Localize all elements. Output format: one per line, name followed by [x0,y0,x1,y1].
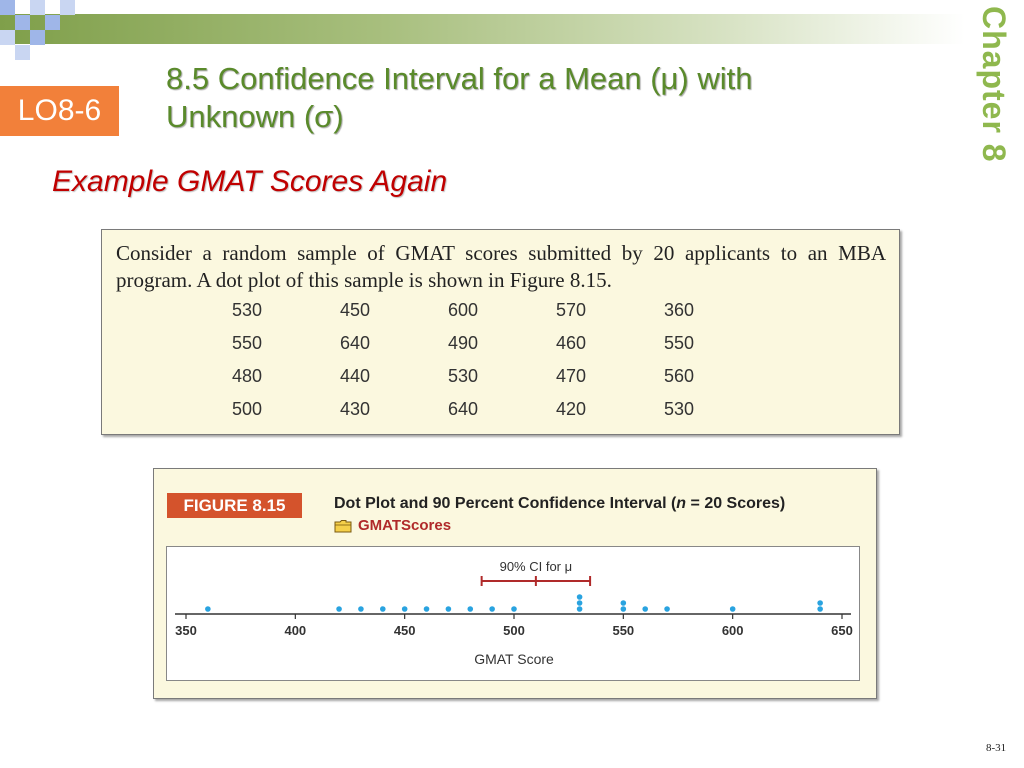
score-cell: 550 [232,333,263,353]
data-dots [205,594,823,612]
x-tick-label: 650 [831,623,853,638]
lo-badge: LO8-6 [0,86,119,136]
data-dot [489,606,495,612]
confidence-interval: 90% CI for μ [480,559,592,586]
data-dot [664,606,670,612]
dot-plot-chart: 90% CI for μ 350 400 450 500 550 600 650 GMAT … [175,559,853,667]
data-dot [817,606,823,612]
chapter-label: Chapter 8 [976,6,1012,163]
caption-post: = 20 Scores) [686,495,786,512]
folder-icon [334,519,352,532]
x-tick-label: 500 [503,623,525,638]
data-dot [511,606,517,612]
ci-label: 90% CI for μ [500,559,573,574]
axis-labels: GMAT Score [474,651,554,667]
score-cell: 640 [448,399,479,419]
page-number: 8-31 [986,742,1007,754]
score-cell: 640 [340,333,371,353]
slide-title-line-1: 8.5 Confidence Interval for a Mean (μ) w… [166,61,753,96]
x-axis-label: GMAT Score [474,651,554,667]
plot-area: 90% CI for μ 350 400 450 500 550 600 650 GMAT … [166,546,860,681]
dataset-name: GMATScores [358,517,452,534]
data-dot [467,606,474,612]
score-cell: 500 [232,399,263,419]
x-tick-label: 550 [612,623,634,638]
score-cell: 530 [232,300,263,320]
data-dot [358,606,364,612]
problem-text: Consider a random sample of GMAT scores … [116,241,886,292]
data-dot [620,600,627,606]
corner-decoration [0,0,80,60]
x-tick-label: 350 [175,623,197,638]
caption-pre: Dot Plot and 90 Percent Confidence Inter… [334,495,677,512]
header-gradient-bar [0,14,965,44]
figure-caption: Dot Plot and 90 Percent Confidence Inter… [334,495,785,513]
data-dot [423,606,430,612]
data-dot [336,606,342,612]
score-cell: 560 [664,366,695,386]
caption-n: n [676,495,687,512]
problem-box: Consider a random sample of GMAT scores … [101,229,900,435]
x-tick-label: 400 [284,623,306,638]
score-cell: 420 [556,399,587,419]
score-cell: 480 [232,366,263,386]
x-tick-label: 600 [722,623,744,638]
data-dot [817,600,823,606]
score-cell: 430 [340,399,371,419]
score-cell: 570 [556,300,587,320]
score-cell: 530 [664,399,695,419]
figure-dataset: GMATScores [334,517,451,534]
data-dot [620,606,627,612]
figure-box: FIGURE 8.15 Dot Plot and 90 Percent Conf… [153,468,877,699]
data-dot [576,594,583,600]
x-axis: 350 400 450 500 550 600 650 [175,613,853,638]
data-dot [205,606,211,612]
slide-subtitle: Example GMAT Scores Again [52,165,448,198]
score-cell: 440 [340,366,371,386]
slide-title-line-2: Unknown (σ) [166,99,344,134]
score-cell: 470 [556,366,587,386]
slide-title: 8.5 Confidence Interval for a Mean (μ) w… [166,60,926,136]
score-cell: 490 [448,333,479,353]
score-cell: 530 [448,366,479,386]
score-cell: 360 [664,300,695,320]
data-dot [576,600,583,606]
score-cell: 460 [556,333,587,353]
data-dot [576,606,583,612]
x-tick-label: 450 [394,623,416,638]
data-dot [642,606,648,612]
data-dot [445,606,452,612]
score-cell: 550 [664,333,695,353]
data-dot [729,606,736,612]
score-cell: 600 [448,300,479,320]
scores-table: 530 450 600 570 360 550 640 490 460 550 480 440 530 4… [232,298,752,421]
figure-tag: FIGURE 8.15 [167,493,302,518]
data-dot [401,606,408,612]
data-dot [380,606,386,612]
score-cell: 450 [340,300,371,320]
